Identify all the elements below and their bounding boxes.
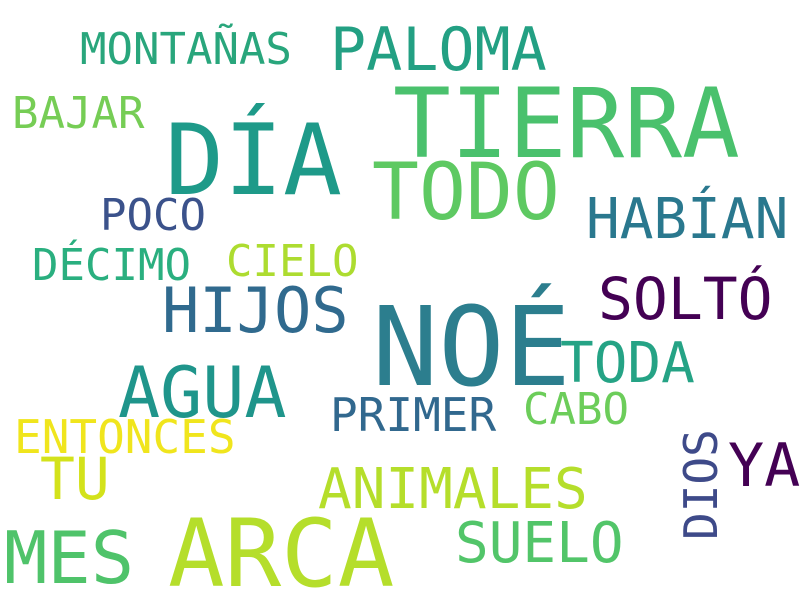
word-mes: MES [4, 516, 135, 600]
word-cielo: CIELO [226, 236, 359, 287]
word-decimo: DÉCIMO [32, 240, 191, 291]
word-bajar: BAJAR [12, 88, 145, 139]
word-suelo: SUELO [455, 511, 624, 576]
word-todo: TODO [372, 148, 560, 238]
word-dios: DIOS [674, 429, 728, 540]
word-montanas: MONTAÑAS [80, 24, 292, 75]
word-habian: HABÍAN [586, 187, 789, 252]
word-dia: DÍA [165, 104, 343, 218]
word-tu: TU [40, 445, 110, 513]
word-primer: PRIMER [330, 388, 497, 442]
word-entonces: ENTONCES [14, 410, 236, 464]
word-toda: TODA [560, 331, 695, 396]
word-arca: ARCA [168, 500, 395, 600]
word-paloma: PALOMA [330, 15, 547, 85]
word-ya: YA [728, 431, 800, 501]
word-noe: NOÉ [372, 283, 571, 411]
word-tierra: TIERRA [393, 68, 740, 180]
word-agua: AGUA [118, 352, 287, 434]
word-solto: SOLTÓ [598, 265, 773, 333]
word-cabo: CABO [523, 384, 629, 435]
word-animales: ANIMALES [318, 457, 588, 522]
word-poco: POCO [100, 190, 206, 241]
word-hijos: HIJOS [162, 274, 349, 347]
